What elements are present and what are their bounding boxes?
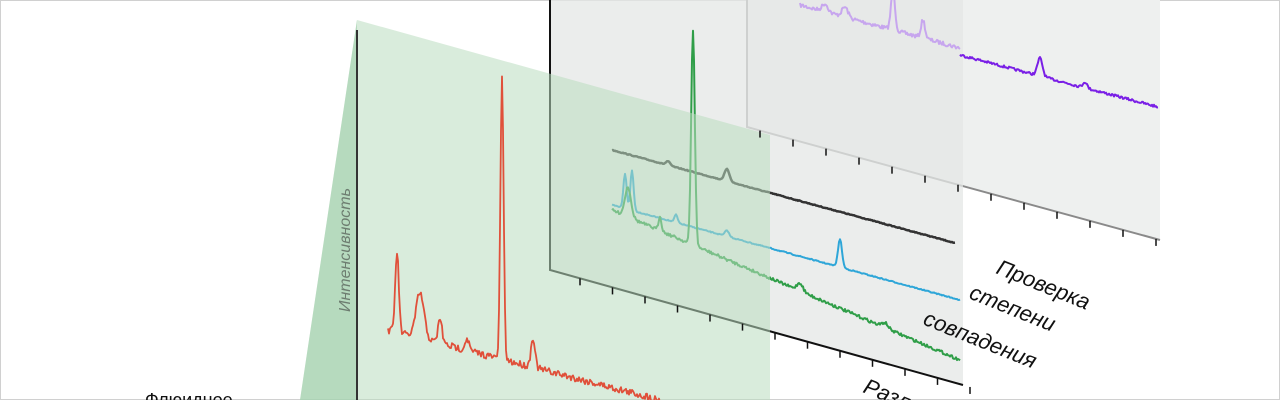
spectrum-line [959, 53, 1159, 109]
y-axis-label: Интенсивность [337, 188, 354, 312]
front-plane-edge [300, 20, 357, 400]
sample-label: Флюидное [145, 390, 233, 400]
front-plane [300, 20, 770, 400]
spectrum-line [387, 75, 661, 400]
spectrum-line [799, 0, 961, 50]
front-spectra [387, 75, 661, 400]
